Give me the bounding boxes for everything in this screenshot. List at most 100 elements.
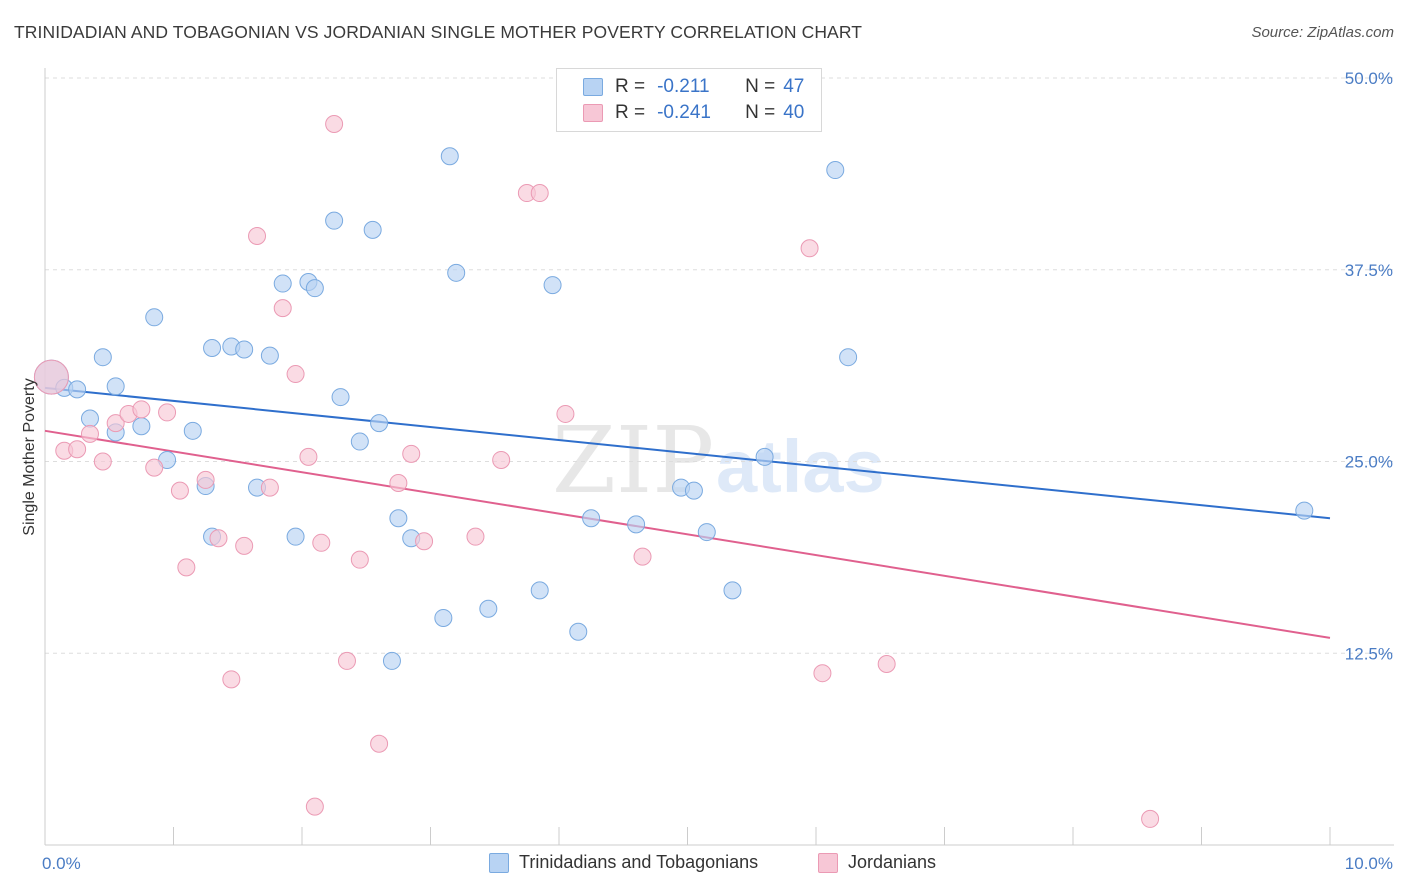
jordanian-point [633,547,652,566]
trinidadian-point [235,340,254,359]
jordanian-point [145,458,164,477]
x-tick-label: 10.0% [1345,854,1393,873]
trinidadian-point [627,515,646,534]
trinidadian-point [839,348,858,367]
jordanian-trend-line [44,429,1331,639]
bottom-legend-jordanians: Jordanians [818,852,936,873]
jordanian-point [402,444,421,463]
jordanian-point [337,651,356,670]
grid-lines [45,77,1394,654]
trinidadian-point [447,263,466,282]
jordanian-point [273,299,292,318]
trinidadian-point [755,447,774,466]
trinidadian-point [363,220,382,239]
jordanian-point [813,664,832,683]
y-tick-label: 50.0% [1345,69,1393,88]
trinidadian-point [440,147,459,166]
data-points [33,115,1314,828]
trinidadian-point [582,509,601,528]
jordanian-point [1141,809,1160,828]
legend-n-value: 40 [783,102,805,123]
legend-r-label: R = [615,102,646,123]
correlation-legend: R = -0.211 N = 47 R = -0.241 N = 40 [556,68,822,132]
trinidadian-point [260,346,279,365]
tick-labels: 12.5% 25.0% 37.5% 50.0% 0.0% 10.0% Single Moth… [21,69,1393,873]
trinidadian-point [305,279,324,298]
jordanian-point [222,670,241,689]
jordanian-point [556,404,575,423]
watermark-atlas: atlas [716,425,885,508]
trinidadian-point [93,348,112,367]
trinidadian-point [350,432,369,451]
legend-swatch-pink [583,104,603,122]
jordanian-point [530,184,549,203]
jordanian-point [196,470,215,489]
y-tick-label: 25.0% [1345,453,1393,472]
legend-n-value: 47 [783,76,805,97]
trinidadian-point [106,377,125,396]
jordanian-point [492,450,511,469]
bottom-legend-label-trinidadians: Trinidadians and Tobagonians [519,852,759,872]
trinidadian-point [132,417,151,436]
jordanian-point [93,452,112,471]
trinidadian-point [80,409,99,428]
trinidadian-point [543,276,562,295]
trend-lines [44,386,1331,639]
jordanian-point [286,365,305,384]
trinidadian-point [325,211,344,230]
trinidadian-point [684,481,703,500]
jordanian-point [325,115,344,134]
trinidadian-point [273,274,292,293]
legend-r-label: R = [615,76,646,97]
jordanian-point [170,481,189,500]
y-tick-label: 37.5% [1345,261,1393,280]
y-tick-label: 12.5% [1345,644,1393,663]
trinidadian-point [389,509,408,528]
jordanian-point [80,424,99,443]
jordanian-point [389,473,408,492]
trinidadian-point [479,599,498,618]
jordanian-point [235,536,254,555]
trinidadian-point [183,421,202,440]
trinidadian-point [723,581,742,600]
trinidadian-point [1295,501,1314,520]
jordanian-point [209,529,228,548]
jordanian-point [312,533,331,552]
jordanian-point [415,532,434,551]
legend-n-label: N = [745,102,776,123]
jordanian-point [800,239,819,258]
trinidadian-point [826,161,845,180]
jordanian-point [177,558,196,577]
legend-r-value: -0.211 [657,76,710,97]
jordanian-point [350,550,369,569]
trinidadian-point [145,308,164,327]
trinidadian-point [286,527,305,546]
jordanian-point [466,527,485,546]
bottom-legend-swatch-pink [818,852,838,873]
jordanian-point [68,440,87,459]
trinidadian-point [68,380,87,399]
legend-r-value: -0.241 [657,102,711,123]
trinidadian-point [569,622,588,641]
jordanian-point [158,403,177,422]
legend-row-trinidadians: R = -0.211 N = 47 [583,74,804,100]
jordanian-point [299,447,318,466]
trinidadian-point [530,581,549,600]
jordanian-point [33,359,69,395]
jordanian-point [248,227,267,246]
jordanian-point [106,414,125,433]
jordanian-point [132,400,151,419]
chart-title: TRINIDADIAN AND TOBAGONIAN VS JORDANIAN … [14,22,863,42]
bottom-legend-label-jordanians: Jordanians [848,852,937,872]
trinidadian-point [370,414,389,433]
trinidadian-point [382,651,401,670]
jordanian-point [305,797,324,816]
jordanian-point [370,734,389,753]
source-label: Source: ZipAtlas.com [1251,24,1394,41]
bottom-legend-trinidadians: Trinidadians and Tobagonians [489,852,758,873]
jordanian-point [260,478,279,497]
legend-n-label: N = [745,76,776,97]
legend-swatch-blue [583,78,603,96]
legend-row-jordanians: R = -0.241 N = 40 [583,100,804,126]
